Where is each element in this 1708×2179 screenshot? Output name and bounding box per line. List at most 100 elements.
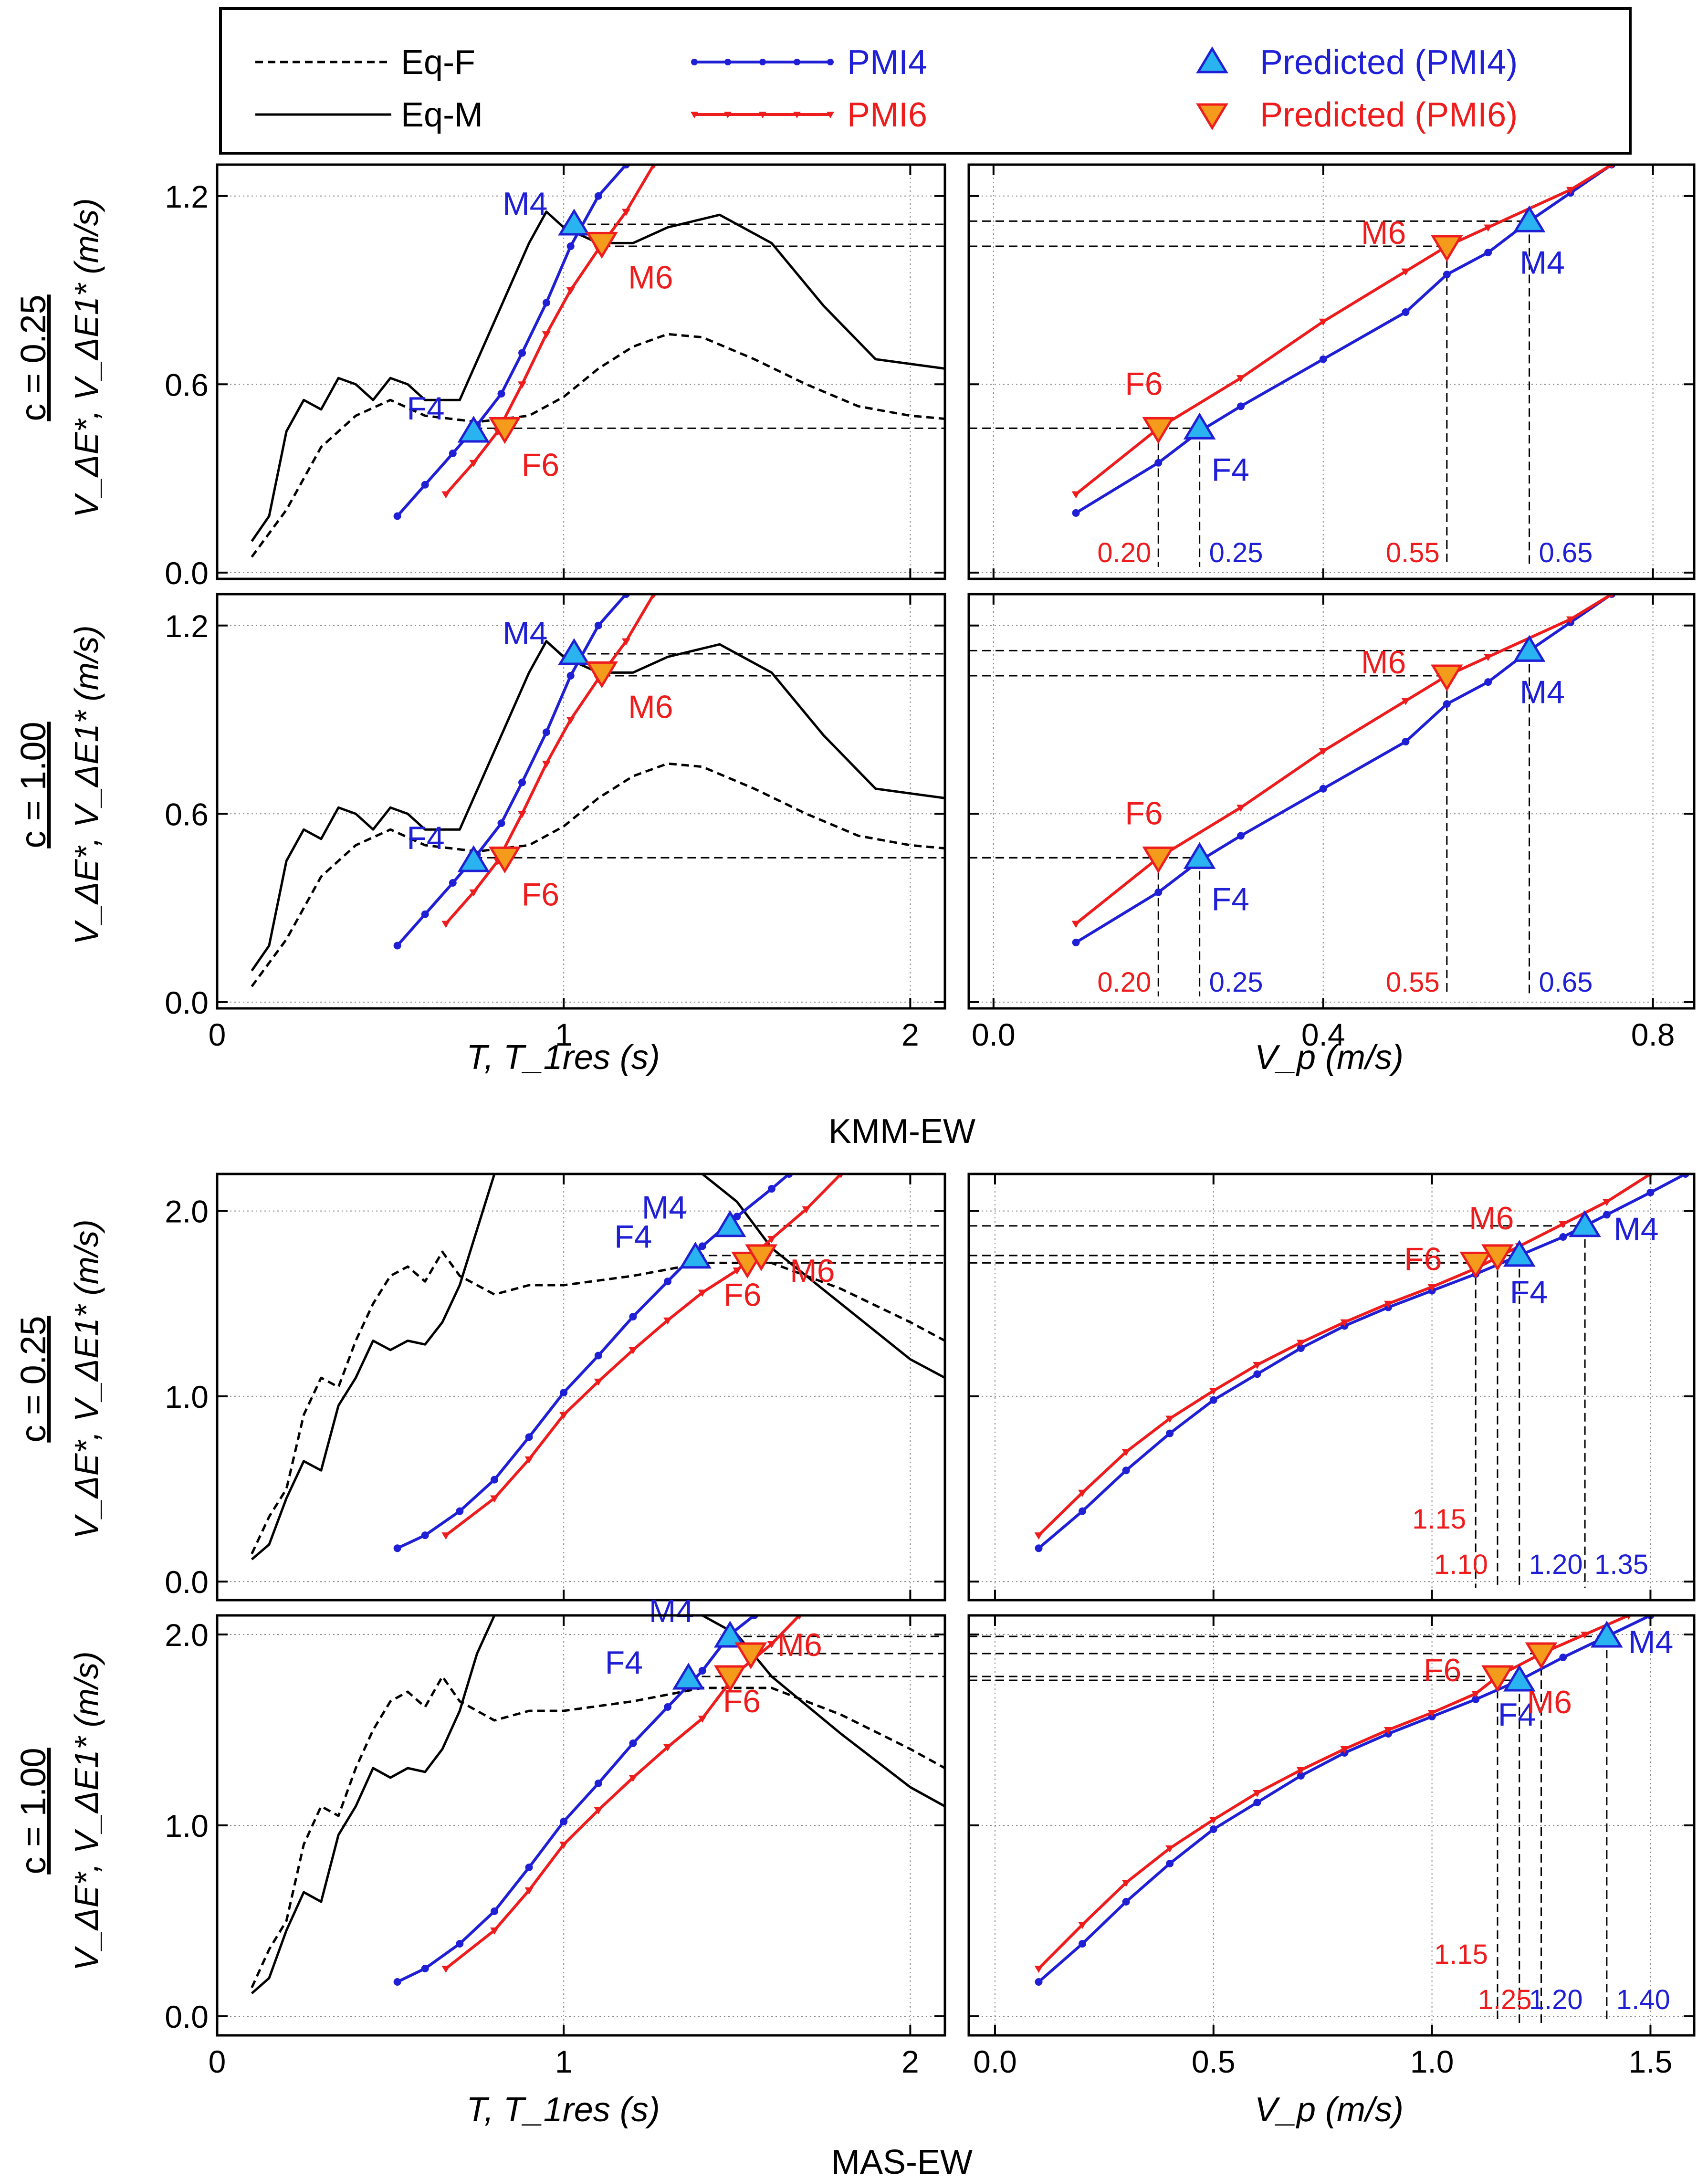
predicted-label-f6: F6	[1424, 1652, 1461, 1688]
series-pmi6	[1037, 1174, 1652, 1537]
legend-swatch-pmi6	[691, 112, 834, 118]
section-label-kmm: KMM-EW	[828, 1112, 975, 1151]
tick-label-y: 0.6	[165, 796, 209, 832]
legend-label-pmi6: PMI6	[847, 96, 927, 134]
point-pmi4	[560, 1818, 568, 1825]
point-pmi4	[393, 942, 401, 950]
point-pmi4	[566, 242, 575, 250]
point-pmi6	[1566, 616, 1575, 624]
series-pmi4	[1037, 1615, 1651, 1983]
point-pmi6	[621, 209, 630, 216]
tick-label-x: 1.5	[1629, 2044, 1673, 2079]
panel-mas-c025-right: F6 M6 F4 M4 1.15 1.10 1.20 1.35	[967, 1173, 1696, 1602]
predicted-label-m4: M4	[642, 1190, 687, 1226]
predicted-marker-f4	[1503, 1665, 1536, 1692]
legend-dot-pmi4	[724, 59, 731, 65]
tick-label-y: 0.0	[165, 1564, 209, 1600]
predicted-marker-f6	[1142, 417, 1175, 444]
point-pmi4	[594, 621, 602, 629]
plot-area	[969, 594, 1616, 996]
predicted-marker-f4	[679, 1241, 712, 1269]
section-label-mas: MAS-EW	[831, 2143, 973, 2179]
predicted-marker-f6	[1142, 846, 1175, 874]
predicted-marker-m4	[558, 209, 590, 236]
point-pmi4	[490, 1907, 498, 1915]
tick-label-x: 0.8	[1631, 1017, 1675, 1052]
panel-kmm-c100-left: F4 M4 F6 M6 0 1 2 0.0 0.6 1.2	[165, 593, 946, 1052]
point-pmi6	[594, 1807, 603, 1814]
point-pmi4	[393, 1978, 401, 1986]
value-label: 0.55	[1386, 537, 1440, 568]
point-pmi6	[594, 1378, 603, 1386]
series-pmi6	[445, 1174, 842, 1537]
point-pmi4	[1402, 738, 1410, 746]
xlabel-kmm-right: V_p (m/s)	[1255, 1038, 1404, 1077]
value-label: 1.35	[1594, 1549, 1648, 1580]
point-pmi6	[1121, 1880, 1131, 1887]
tick-label-y: 0.0	[165, 555, 209, 591]
predicted-marker-m4	[1513, 635, 1546, 662]
xlabel-mas-right: V_p (m/s)	[1255, 2091, 1404, 2129]
point-pmi4	[542, 299, 550, 307]
legend-frame	[219, 7, 1632, 155]
point-pmi4	[1154, 888, 1163, 896]
point-pmi6	[1401, 268, 1410, 276]
point-pmi4	[1209, 1825, 1217, 1833]
predicted-marker-f4	[457, 845, 490, 872]
point-pmi4	[1319, 355, 1327, 363]
series-eq-f	[251, 762, 945, 987]
point-pmi4	[629, 1739, 637, 1747]
point-pmi4	[1484, 678, 1492, 686]
predicted-label-f4: F4	[407, 390, 444, 427]
ylabel-mas-c100: V_ΔE*, V_ΔE1* (m/s)	[68, 1651, 105, 1971]
panel-frame	[967, 593, 1696, 1010]
point-pmi6	[524, 1456, 534, 1464]
value-label: 1.40	[1616, 1984, 1670, 2015]
point-pmi4	[393, 1544, 401, 1552]
point-pmi4	[1402, 308, 1410, 316]
tick-label-y: 1.0	[165, 1808, 209, 1844]
point-pmi4	[421, 1965, 429, 1972]
predicted-label-f4: F4	[407, 820, 444, 856]
panel-frame	[216, 1173, 946, 1602]
point-pmi4	[1122, 1467, 1130, 1475]
point-pmi6	[559, 1842, 568, 1849]
tick-label-x: 0.0	[972, 1017, 1016, 1052]
ylabel-kmm-c025: V_ΔE*, V_ΔE1* (m/s)	[68, 198, 105, 518]
legend-swatch-pmi4	[691, 59, 834, 65]
predicted-label-m4: M4	[1520, 674, 1565, 710]
row-label-mas-c025: c = 0.25	[13, 1316, 53, 1442]
panel-kmm-c100-right: F6 F4 M6 M4 0.20 0.25 0.55 0.65 0.0 0.4 0.8	[967, 593, 1696, 1052]
predicted-marker-m4	[1591, 1621, 1623, 1648]
predicted-marker-f6	[1481, 1665, 1514, 1692]
plot-area	[251, 1615, 945, 1994]
series-eq-m	[251, 640, 945, 972]
point-pmi4	[421, 1531, 429, 1540]
panel-frame	[216, 593, 946, 1010]
point-pmi6	[629, 1347, 638, 1354]
point-pmi4	[1209, 1396, 1217, 1404]
predicted-marker-m6	[745, 1244, 777, 1271]
point-pmi4	[594, 1780, 602, 1787]
series-pmi4	[396, 165, 628, 517]
predicted-label-m6: M6	[1527, 1684, 1572, 1720]
point-pmi4	[456, 1507, 464, 1515]
point-pmi4	[1559, 1233, 1567, 1241]
point-pmi4	[393, 512, 401, 520]
panel-kmm-c025-right: F6 F4 M6 M4 0.20 0.25 0.55 0.65	[967, 163, 1696, 580]
point-pmi4	[698, 1667, 706, 1675]
point-pmi4	[1122, 1898, 1130, 1906]
point-pmi6	[518, 381, 527, 389]
panel-frame	[967, 163, 1696, 580]
tick-label-x: 0.0	[973, 2044, 1017, 2079]
series-pmi4	[396, 594, 628, 947]
point-pmi4	[1319, 785, 1327, 793]
point-pmi6	[698, 1716, 707, 1723]
point-pmi6	[441, 1966, 451, 1973]
axis-titles: c = 0.25 c = 1.00 c = 0.25 c = 1.00 V_ΔE…	[13, 198, 1404, 2179]
predicted-label-f6: F6	[723, 1277, 761, 1313]
predicted-marker-m6	[1481, 1244, 1514, 1271]
point-pmi6	[698, 1289, 707, 1297]
predicted-marker-m6	[1431, 664, 1463, 691]
